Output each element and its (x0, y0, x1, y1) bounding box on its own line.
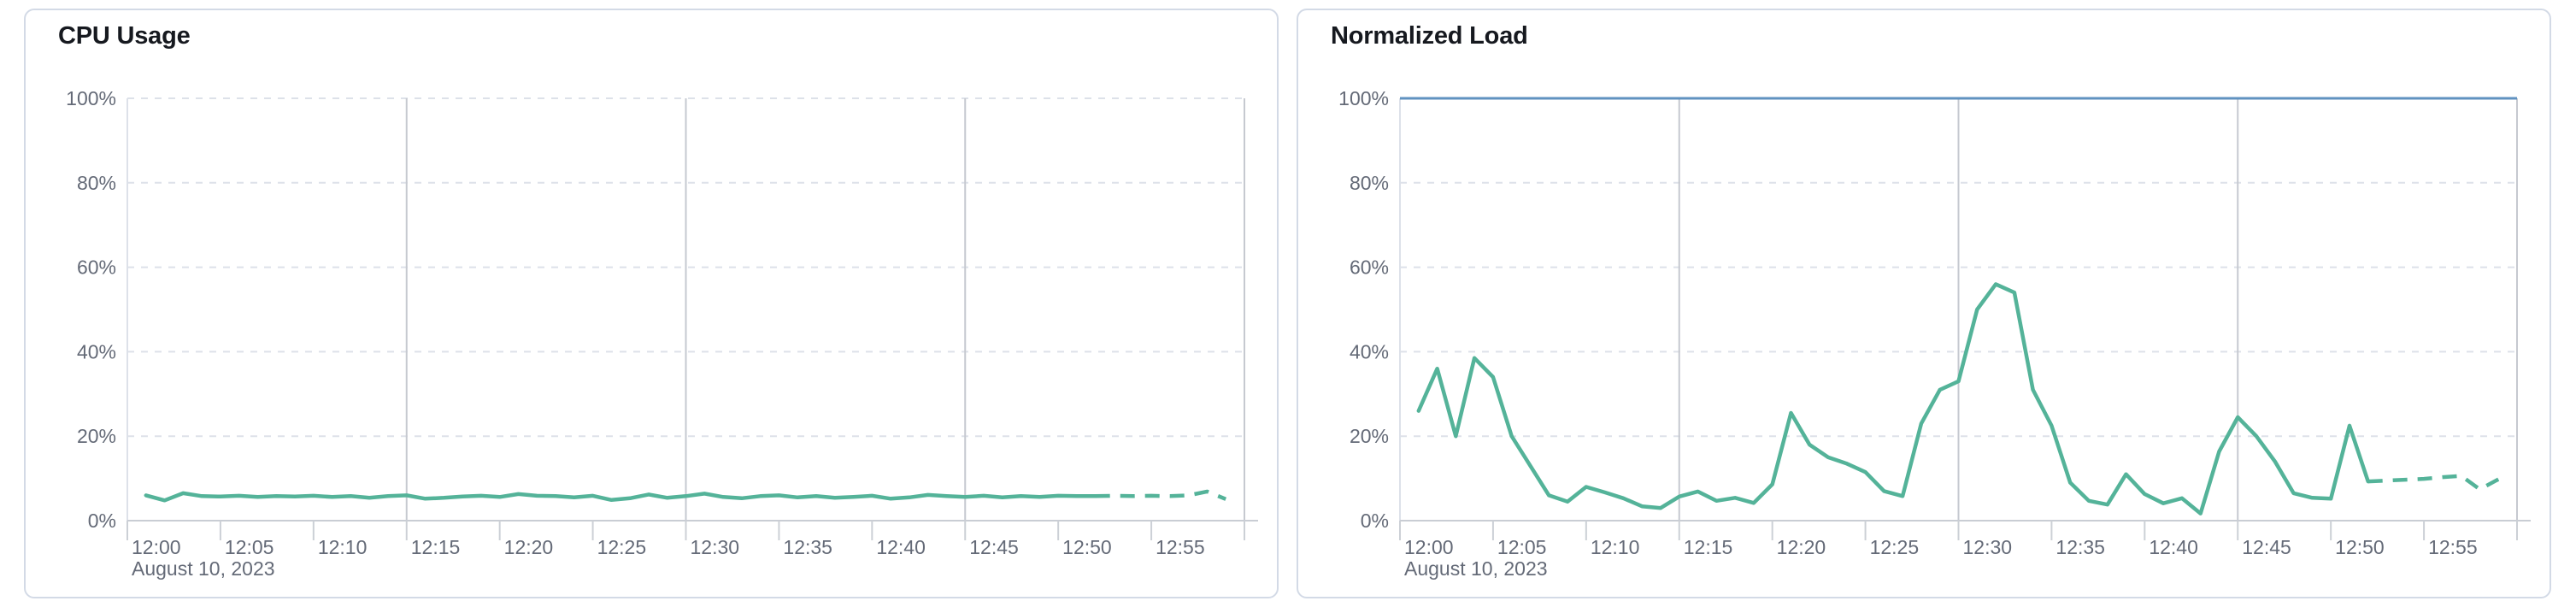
y-axis-tick-label: 60% (77, 256, 116, 279)
x-axis-tick-label: 12:45 (2242, 536, 2291, 558)
x-axis-date-label: August 10, 2023 (132, 557, 275, 580)
x-axis-tick-label: 12:10 (318, 536, 368, 558)
cpu-usage-chart[interactable]: 0% 20% 40% 60% 80% 100% 12:00 12:05 12:10 12:15 12… (26, 10, 1277, 597)
x-axis-tick-label: 12:35 (783, 536, 832, 558)
panel-title-cpu-usage: CPU Usage (58, 22, 191, 50)
x-axis-date-label: August 10, 2023 (1404, 557, 1548, 580)
series-line-solid (144, 491, 1097, 503)
x-axis-tick-label: 12:30 (1963, 536, 2013, 558)
x-axis-tick-label: 12:50 (1062, 536, 1112, 558)
series-line-forecast-dashed (2367, 474, 2500, 492)
normalized-load-chart[interactable]: 0% 20% 40% 60% 80% 100% 12:00 12:05 12:10 12:15 12… (1298, 10, 2550, 597)
y-axis-tick-label: 40% (77, 340, 116, 362)
y-axis-tick-label: 60% (1350, 256, 1389, 279)
y-axis-tick-label: 20% (1350, 425, 1389, 447)
x-axis-tick-label: 12:05 (1497, 536, 1547, 558)
x-axis-tick-label: 12:15 (411, 536, 461, 558)
x-axis-tick-label: 12:35 (2056, 536, 2105, 558)
y-axis-tick-label: 100% (1338, 87, 1389, 109)
x-axis-tick-label: 12:00 (132, 536, 181, 558)
x-axis-tick-label: 12:20 (504, 536, 554, 558)
x-axis-tick-label: 12:40 (2149, 536, 2198, 558)
y-axis-tick-label: 40% (1350, 340, 1389, 362)
x-axis-tick-label: 12:45 (969, 536, 1019, 558)
x-axis-tick-label: 12:25 (597, 536, 647, 558)
x-axis-tick-label: 12:15 (1684, 536, 1733, 558)
x-axis-tick-label: 12:30 (691, 536, 740, 558)
x-axis-tick-label: 12:10 (1591, 536, 1640, 558)
y-axis-tick-label: 0% (1361, 510, 1389, 532)
x-axis-tick-label: 12:55 (2428, 536, 2478, 558)
panel-title-normalized-load: Normalized Load (1331, 22, 1528, 50)
cpu-usage-panel: CPU Usage 0% 20% 40% 60% 80% 100% 12:00 12:05 12… (24, 9, 1279, 598)
x-axis-tick-label: 12:55 (1156, 536, 1205, 558)
y-axis-tick-label: 100% (66, 87, 116, 109)
x-axis-tick-label: 12:50 (2335, 536, 2385, 558)
x-axis-tick-label: 12:40 (876, 536, 926, 558)
y-axis-tick-label: 20% (77, 425, 116, 447)
x-axis-tick-label: 12:20 (1777, 536, 1826, 558)
y-axis-tick-label: 0% (88, 510, 116, 532)
y-axis-tick-label: 80% (77, 172, 116, 194)
normalized-load-panel: Normalized Load 0% 20% 40% 60% 80% 100% 12:00 1… (1297, 9, 2551, 598)
y-axis-tick-label: 80% (1350, 172, 1389, 194)
series-line-solid (1416, 282, 2370, 516)
x-axis-tick-label: 12:25 (1870, 536, 1920, 558)
x-axis-tick-label: 12:05 (225, 536, 274, 558)
x-axis-tick-label: 12:00 (1404, 536, 1454, 558)
series-line-forecast-dashed (1095, 489, 1227, 501)
